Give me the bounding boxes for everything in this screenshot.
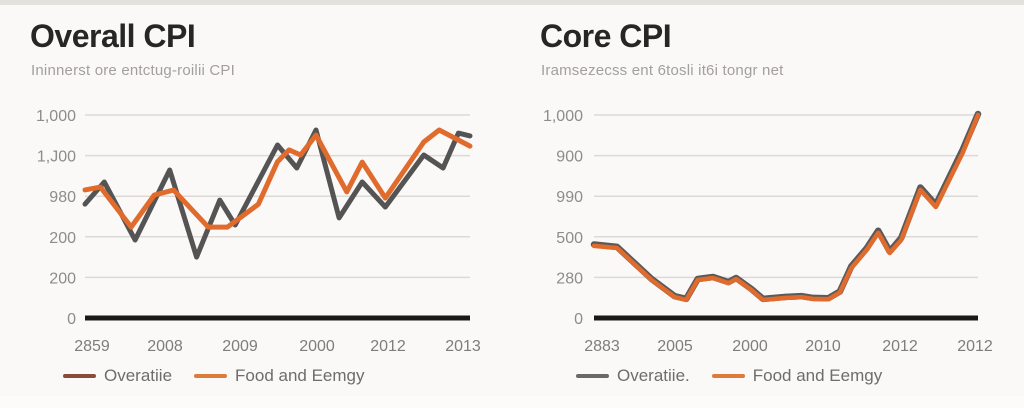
core-cpi-overall-line [590,110,982,303]
overall-cpi-y-tick-label: 200 [49,270,76,287]
overall-cpi-y-tick-label: 0 [67,311,76,328]
core-cpi-x-tick-label: 2883 [584,338,620,355]
overall-cpi-subtitle: Ininnerst ore entctug-roilii CPI [31,62,235,79]
overall-cpi-y-tick-label: 200 [49,230,76,247]
core-cpi-y-tick-label: 280 [556,270,583,287]
legend-swatch-food-energy [711,374,745,378]
core-cpi-x-tick-label: 2005 [657,338,693,355]
overall-cpi-x-tick-label: 2859 [74,338,110,355]
legend-swatch-overall [576,374,609,378]
legend-label-food-energy: Food and Eemgy [752,366,883,385]
overall-cpi-overall-line [82,127,473,260]
overall-cpi-legend: Overatiie Food and Eemgy [63,366,365,386]
overall-cpi-title: Overall CPI [30,18,196,54]
legend-item-overall: Overatiie [63,366,172,386]
legend-swatch-overall [63,374,96,378]
core-cpi-y-tick-label: 1,000 [543,108,583,125]
overall-cpi-food-and-energy-line [82,127,473,230]
legend-swatch-food-energy [194,374,228,378]
legend-item-food-energy: Food and Eemgy [194,366,365,386]
core-cpi-x-tick-label: 2000 [732,338,768,355]
core-cpi-y-tick-label: 900 [556,149,583,166]
legend-label-overall: Overatiie. [617,366,690,385]
legend-label-food-energy: Food and Eemgy [235,366,365,385]
core-cpi-food-and-energy-line [591,112,981,303]
core-cpi-x-tick-label: 2012 [882,338,918,355]
legend-item-food-energy: Food and Eemgy [711,366,883,386]
overall-cpi-y-tick-label: 980 [49,189,76,206]
overall-cpi-x-tick-label: 2008 [147,338,183,355]
core-cpi-y-tick-label: 500 [556,230,583,247]
overall-cpi-x-tick-label: 2009 [222,338,258,355]
core-cpi-title: Core CPI [540,18,672,54]
bottom-band [0,396,1024,408]
core-cpi-x-tick-label: 2010 [805,338,841,355]
core-cpi-legend: Overatiie. Food and Eemgy [576,366,882,386]
top-band [0,0,1024,5]
overall-cpi-x-tick-label: 2013 [445,338,481,355]
overall-cpi-x-tick-label: 2000 [299,338,335,355]
legend-label-overall: Overatiie [104,366,173,385]
overall-cpi-y-tick-label: 1,000 [36,108,76,125]
core-cpi-y-tick-label: 0 [574,311,583,328]
legend-item-overall: Overatiie. [576,366,690,386]
overall-cpi-y-tick-label: 1,J00 [37,149,76,166]
core-cpi-y-tick-label: 990 [556,189,583,206]
overall-cpi-x-tick-label: 2012 [370,338,406,355]
core-cpi-subtitle: Iramsezecss ent 6tosli it6i tongr net [541,62,784,79]
core-cpi-x-tick-label: 2012 [957,338,993,355]
